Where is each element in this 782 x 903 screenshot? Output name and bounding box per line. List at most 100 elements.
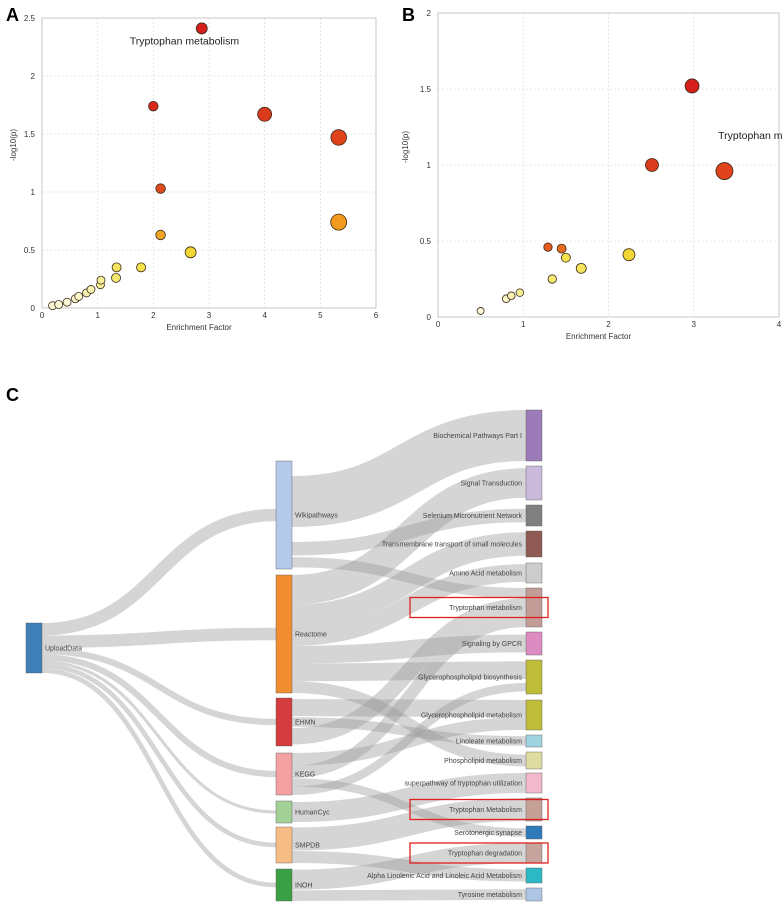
- panel-letter-b: B: [402, 5, 415, 25]
- node-label-kegg: KEGG: [295, 772, 315, 779]
- node-label-wikipathways: Wikipathways: [295, 513, 338, 520]
- node-tyrosine-metabolism: [525, 887, 543, 902]
- data-point: [86, 285, 96, 294]
- sankey-links: [41, 410, 527, 902]
- data-point: [715, 162, 734, 180]
- node-label-reactome: Reactome: [295, 632, 327, 639]
- data-point: [111, 272, 121, 283]
- node-label-inoh: INOH: [295, 883, 313, 890]
- y-tick-label: 0: [427, 313, 432, 322]
- sankey-link-ehmn-to-tryptophan-metabolism: [291, 598, 527, 745]
- node-label-amino-acid-metabolism: Amino Acid metabolism: [449, 571, 522, 578]
- x-tick-label: 0: [40, 311, 45, 320]
- scatter-chart-a: 0 1 2 3 4 5 6 0 0.5 1 1.5 2 2.5 Enrichment Factor -log…: [9, 14, 379, 332]
- node-label-phospholipid-metabolism: Phospholipid metabolism: [444, 758, 522, 765]
- node-glycerophospholipid-biosynthesis: [525, 659, 543, 695]
- y-tick-label: 1.5: [24, 130, 36, 139]
- node-uploaddata: [25, 622, 43, 674]
- plot-frame: [41, 17, 377, 309]
- node-amino-acid-metabolism: [525, 562, 543, 584]
- data-point: [136, 262, 146, 273]
- node-label-signal-transduction: Signal Transduction: [461, 481, 523, 488]
- sankey-link-reactome-to-glycerophospholipid-biosynthesis: [291, 661, 527, 682]
- data-point: [575, 262, 587, 274]
- x-tick-label: 1: [521, 320, 526, 329]
- y-tick-label: 2.5: [24, 14, 36, 23]
- y-tick-label: 1.5: [420, 85, 432, 94]
- sankey-link-uploaddata-to-smpdb: [41, 663, 277, 848]
- data-point: [560, 252, 571, 263]
- node-serotonergic-synapse: [525, 825, 543, 840]
- y-tick-label: 0: [31, 304, 36, 313]
- node-label-humancyc: HumanCyc: [295, 810, 330, 817]
- node-tryptophan-metabolism: [525, 587, 543, 628]
- data-point: [148, 100, 159, 112]
- panel-letter-a: A: [6, 5, 19, 25]
- data-point: [507, 291, 516, 300]
- highlight-box-tryptophan-metabolism: [409, 596, 549, 619]
- y-tick-label: 2: [31, 72, 36, 81]
- node-tryptophan-degradation: [525, 842, 543, 864]
- sankey-link-humancyc-to-superpathway-of-tryptophan-utilization: [291, 773, 527, 822]
- data-point: [547, 274, 557, 284]
- sankey-link-kegg-to-glycerophospholipid-metabolism: [291, 717, 527, 766]
- node-label-glycerophospholipid-biosynthesis: Glycerophospholipid biosynthesis: [418, 675, 522, 682]
- node-label-selenium-micronutrient-network: Selenium Micronutrient Network: [423, 513, 523, 520]
- x-tick-label: 4: [262, 311, 267, 320]
- node-glycerophospholipid-metabolism: [525, 699, 543, 731]
- sankey-link-smpdb-to-alpha-linolenic-acid-and-linoleic-acid-metabolism: [291, 851, 527, 882]
- sankey-link-reactome-to-signaling-by-gpcr: [291, 634, 527, 664]
- data-point: [111, 262, 122, 273]
- node-selenium-micronutrient-network: [525, 504, 543, 527]
- sankey-link-uploaddata-to-reactome: [41, 627, 277, 648]
- x-tick-label: 6: [374, 311, 379, 320]
- node-ehmn: [275, 697, 293, 747]
- sankey-link-wikipathways-to-biochemical-pathways-part-i: [291, 410, 527, 527]
- node-label-glycerophospholipid-metabolism: Glycerophospholipid metabolism: [421, 713, 522, 720]
- y-axis-label: -log10(p): [9, 129, 18, 161]
- data-point: [155, 183, 166, 194]
- node-label-smpdb: SMPDB: [295, 843, 320, 850]
- data-point: [54, 300, 64, 309]
- node-label-transmembrane-transport-of-small-molecules: Transmembrane transport of small molecul…: [382, 542, 523, 549]
- node-label-tryptophan-metabolism: Tryptophan Metabolism: [449, 807, 522, 814]
- node-label-serotonergic-synapse: Serotonergic synapse: [454, 830, 522, 837]
- x-tick-label: 2: [151, 311, 156, 320]
- sankey-link-reactome-to-phospholipid-metabolism: [291, 681, 527, 767]
- node-phospholipid-metabolism: [525, 751, 543, 770]
- node-kegg: [275, 752, 293, 796]
- data-point: [543, 242, 553, 252]
- sankey-link-ehmn-to-glycerophospholipid-metabolism: [291, 699, 527, 718]
- data-point: [622, 248, 636, 262]
- sankey-link-wikipathways-to-tryptophan-metabolism: [291, 557, 527, 599]
- x-tick-label: 3: [207, 311, 212, 320]
- node-wikipathways: [275, 460, 293, 570]
- sankey-link-kegg-to-glycerophospholipid-biosynthesis: [291, 683, 527, 795]
- sankey-link-uploaddata-to-ehmn: [41, 648, 277, 726]
- data-point: [330, 129, 347, 146]
- y-tick-label: 1: [31, 188, 36, 197]
- sankey-link-inoh-to-tryptophan-degradation: [291, 843, 527, 890]
- node-label-uploaddata: UploadData: [45, 646, 82, 653]
- node-label-alpha-linolenic-acid-and-linoleic-acid-metabolism: Alpha Linolenic Acid and Linoleic Acid M…: [367, 873, 522, 880]
- node-superpathway-of-tryptophan-utilization: [525, 772, 543, 794]
- data-point: [96, 275, 106, 285]
- node-biochemical-pathways-part-i: [525, 409, 543, 462]
- x-tick-label: 5: [318, 311, 323, 320]
- highlight-box-tryptophan-metabolism: [409, 798, 549, 821]
- scatter-chart-b: 0 1 2 3 4 0 0.5 1 1.5 2 Enrichment Factor -log10(p)…: [401, 9, 782, 341]
- x-tick-label: 1: [95, 311, 100, 320]
- sankey-link-reactome-to-amino-acid-metabolism: [291, 564, 527, 646]
- sankey-link-kegg-to-tryptophan-metabolism: [291, 614, 527, 779]
- node-label-ehmn: EHMN: [295, 720, 316, 727]
- x-axis-label: Enrichment Factor: [166, 323, 232, 332]
- node-signal-transduction: [525, 465, 543, 501]
- node-label-linoleate-metabolism: Linoleate metabolism: [456, 739, 522, 746]
- x-tick-label: 0: [436, 320, 441, 329]
- highlight-box-tryptophan-degradation: [409, 842, 549, 864]
- node-label-tryptophan-metabolism: Tryptophan metabolism: [449, 605, 522, 612]
- node-transmembrane-transport-of-small-molecules: [525, 530, 543, 558]
- y-tick-label: 2: [427, 9, 432, 18]
- sankey-link-uploaddata-to-humancyc: [41, 660, 277, 814]
